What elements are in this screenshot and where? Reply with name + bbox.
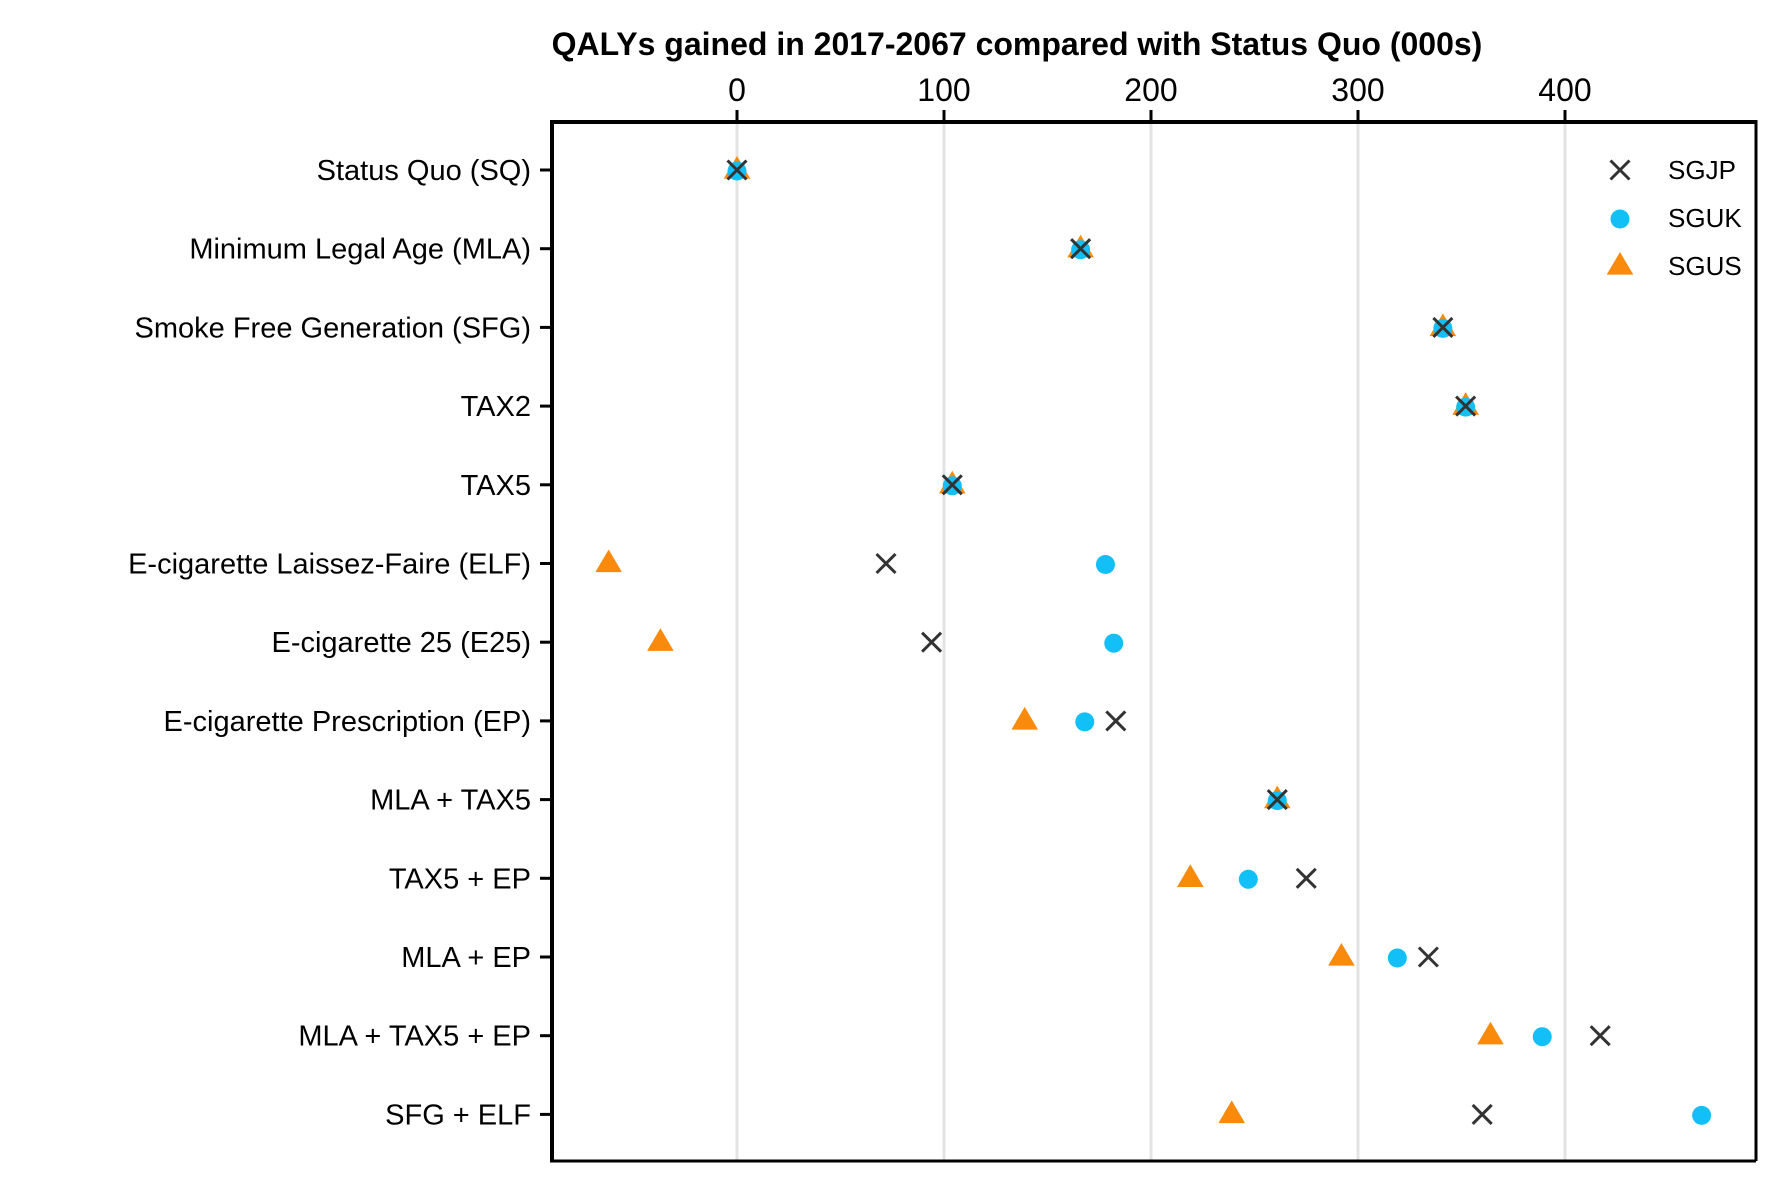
- legend-label: SGUK: [1668, 203, 1742, 233]
- x-tick-label: 200: [1124, 72, 1177, 108]
- y-tick-label: E-cigarette Prescription (EP): [164, 706, 531, 738]
- chart-title: QALYs gained in 2017-2067 compared with …: [552, 26, 1483, 62]
- point-sgjp: [941, 474, 963, 496]
- point-sgus: [647, 628, 674, 651]
- cross-stroke: [941, 474, 963, 496]
- data-points: [595, 156, 1712, 1125]
- point-sguk: [1238, 869, 1258, 889]
- point-sgus: [1177, 864, 1204, 887]
- y-tick-label: Smoke Free Generation (SFG): [135, 312, 531, 344]
- point-sgjp: [1266, 789, 1288, 811]
- point-sgjp: [1105, 710, 1127, 732]
- point-sgjp: [1471, 1103, 1493, 1125]
- x-tick-label: 400: [1538, 72, 1591, 108]
- legend-key-sgjp: [1609, 159, 1631, 181]
- y-tick-label: TAX2: [461, 391, 531, 423]
- x-tick-label: 300: [1331, 72, 1384, 108]
- legend: SGJP SGUK SGUS: [1606, 155, 1742, 281]
- y-tick-label: MLA + TAX5 + EP: [298, 1021, 531, 1053]
- legend-key-sguk: [1610, 209, 1630, 229]
- y-tick-label: SFG + ELF: [385, 1099, 531, 1131]
- cross-stroke: [921, 631, 943, 653]
- point-sgjp: [1432, 316, 1454, 338]
- cross-stroke: [726, 159, 748, 181]
- cross-stroke: [1266, 789, 1288, 811]
- cross-stroke: [1105, 710, 1127, 732]
- y-tick-label: TAX5 + EP: [389, 863, 531, 895]
- cross-stroke: [1432, 316, 1454, 338]
- point-sgjp: [1070, 238, 1092, 260]
- y-tick-label: E-cigarette 25 (E25): [271, 627, 531, 659]
- y-tick-label: Status Quo (SQ): [317, 155, 531, 187]
- point-sgjp: [1589, 1025, 1611, 1047]
- legend-key-sgus: [1606, 252, 1634, 275]
- cross-stroke: [875, 552, 897, 575]
- point-sguk: [1095, 555, 1115, 574]
- cross-stroke: [1609, 159, 1631, 181]
- cross-stroke: [1589, 1025, 1611, 1047]
- x-tick-label: 0: [728, 72, 746, 108]
- y-tick-label: E-cigarette Laissez-Faire (ELF): [128, 549, 531, 581]
- gridlines: [735, 122, 1567, 1161]
- cross-stroke: [1471, 1103, 1493, 1125]
- point-sgjp: [726, 159, 748, 181]
- y-tick-label: TAX5: [461, 470, 531, 502]
- cross-stroke: [1070, 238, 1092, 260]
- y-tick-label: Minimum Legal Age (MLA): [189, 234, 531, 266]
- point-sgjp: [921, 631, 943, 653]
- point-sgjp: [875, 552, 897, 575]
- point-sgus: [1218, 1100, 1246, 1124]
- cross-stroke: [1295, 867, 1317, 889]
- legend-label: SGUS: [1668, 251, 1742, 281]
- y-tick-label: MLA + EP: [401, 942, 531, 974]
- y-axis: Status Quo (SQ) Minimum Legal Age (MLA) Sm…: [128, 120, 554, 1163]
- y-tick-label: MLA + TAX5: [370, 785, 531, 817]
- point-sguk: [1075, 712, 1095, 732]
- cross-stroke: [1455, 395, 1477, 417]
- legend-label: SGJP: [1668, 155, 1736, 185]
- point-sgus: [1477, 1021, 1504, 1045]
- point-sgus: [595, 549, 622, 573]
- x-tick-label: 100: [917, 72, 970, 108]
- point-sgjp: [1417, 946, 1439, 968]
- point-sgjp: [1455, 395, 1477, 417]
- point-sguk: [1387, 948, 1407, 968]
- point-sguk: [1532, 1027, 1552, 1047]
- point-sguk: [1104, 633, 1124, 653]
- cross-stroke: [1417, 946, 1439, 968]
- point-sgus: [1328, 943, 1355, 966]
- point-sguk: [1692, 1105, 1712, 1125]
- point-sgjp: [1295, 867, 1317, 889]
- x-axis: 0 100 200 300 400: [550, 72, 1758, 1163]
- point-sgus: [1011, 706, 1039, 730]
